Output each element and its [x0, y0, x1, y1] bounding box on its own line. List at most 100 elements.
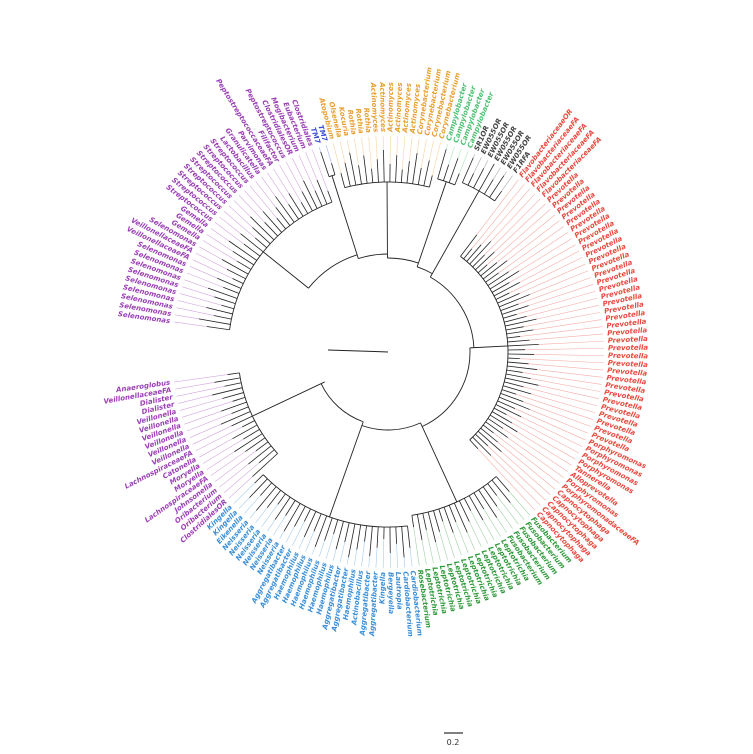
- leaf-branch: [403, 557, 406, 568]
- branch: [314, 515, 328, 547]
- branch: [500, 393, 524, 403]
- leaf-branch: [409, 547, 413, 567]
- leaf-label: Prevotella: [608, 335, 649, 345]
- leaf-branch: [233, 200, 251, 217]
- branch: [507, 339, 530, 343]
- branch: [223, 286, 240, 294]
- leaf-branch: [223, 462, 260, 493]
- leaf-branch: [192, 425, 232, 445]
- branch: [207, 287, 238, 299]
- leaf-branch: [261, 176, 276, 197]
- branch: [232, 278, 244, 284]
- leaf-branch: [318, 147, 322, 153]
- leaf-branch: [292, 521, 305, 546]
- branch: [260, 482, 273, 496]
- backbone-arc: [320, 383, 364, 423]
- branch: [222, 392, 244, 399]
- leaf-branch: [533, 354, 604, 356]
- leaf-branch: [186, 413, 232, 432]
- branch: [331, 163, 336, 175]
- branch: [313, 513, 322, 532]
- branch: [401, 526, 405, 558]
- leaf-branch: [421, 539, 427, 565]
- leaf-branch: [452, 532, 462, 556]
- leaf-branch: [501, 175, 513, 192]
- leaf-branch: [199, 246, 223, 260]
- leaf-branch: [487, 445, 546, 501]
- branch: [507, 361, 529, 365]
- leaf-branch: [361, 541, 365, 567]
- leaf-branch: [473, 157, 482, 174]
- branch: [237, 260, 252, 270]
- leaf-branch: [477, 448, 536, 511]
- leaf-branch: [484, 198, 541, 256]
- leaf-branch: [261, 504, 279, 528]
- branch: [491, 282, 510, 293]
- branch: [198, 318, 231, 325]
- branch: [294, 506, 306, 527]
- clade-arc: [460, 255, 509, 441]
- branch: [329, 421, 364, 518]
- branch: [335, 521, 344, 550]
- leaf-label: Lautropia: [394, 572, 404, 611]
- branch: [252, 381, 325, 417]
- branch: [221, 304, 235, 310]
- branch: [506, 329, 534, 335]
- leaf-branch: [228, 205, 253, 228]
- leaf-branch: [368, 136, 372, 169]
- leaf-label: Aggregatibacter: [368, 571, 380, 637]
- root-branch: [327, 349, 389, 353]
- branch: [461, 157, 474, 183]
- branch: [254, 474, 264, 484]
- branch: [491, 411, 513, 424]
- leaf-branch: [533, 319, 602, 331]
- leaf-branch: [368, 556, 370, 568]
- leaf-branch: [206, 234, 233, 252]
- branch: [473, 492, 485, 510]
- leaf-label: Actinomyces: [378, 81, 387, 132]
- leaf-branch: [432, 142, 441, 176]
- branch: [493, 282, 520, 297]
- branch: [371, 168, 374, 183]
- leaf-branch: [285, 161, 303, 192]
- branch: [466, 244, 482, 262]
- branch: [499, 294, 530, 308]
- leaf-branch: [494, 203, 546, 253]
- leaf-label: Prevotella: [608, 344, 649, 353]
- leaf-label: Prevotella: [607, 366, 648, 377]
- branch: [400, 169, 403, 183]
- branch: [407, 525, 411, 548]
- branch: [303, 180, 318, 209]
- branch: [487, 483, 498, 496]
- branch: [220, 411, 251, 425]
- branch: [427, 511, 437, 543]
- leaf-branch: [409, 137, 413, 162]
- branch: [473, 168, 485, 189]
- leaf-branch: [490, 455, 541, 506]
- leaf-branch: [466, 532, 476, 550]
- branch: [344, 522, 350, 543]
- leaf-branch: [519, 263, 586, 294]
- branch: [214, 377, 241, 383]
- branch: [475, 251, 495, 271]
- leaf-branch: [523, 401, 591, 427]
- leaf-branch: [486, 209, 551, 266]
- leaf-branch: [184, 410, 222, 425]
- leaf-branch: [457, 148, 462, 159]
- branch: [224, 382, 242, 387]
- leaf-branch: [195, 426, 243, 452]
- leaf-branch: [339, 542, 346, 563]
- leaf-branch: [524, 348, 604, 351]
- branch: [497, 400, 516, 409]
- branch: [448, 505, 457, 523]
- branch: [453, 502, 468, 533]
- branch: [499, 396, 530, 410]
- leaf-branch: [332, 143, 342, 174]
- leaf-branch: [516, 394, 594, 420]
- leaf-branch: [214, 450, 257, 482]
- branch: [420, 422, 458, 503]
- leaf-branch: [396, 136, 398, 156]
- leaf-branch: [189, 423, 222, 438]
- leaf-branch: [518, 277, 591, 305]
- branch: [226, 268, 246, 280]
